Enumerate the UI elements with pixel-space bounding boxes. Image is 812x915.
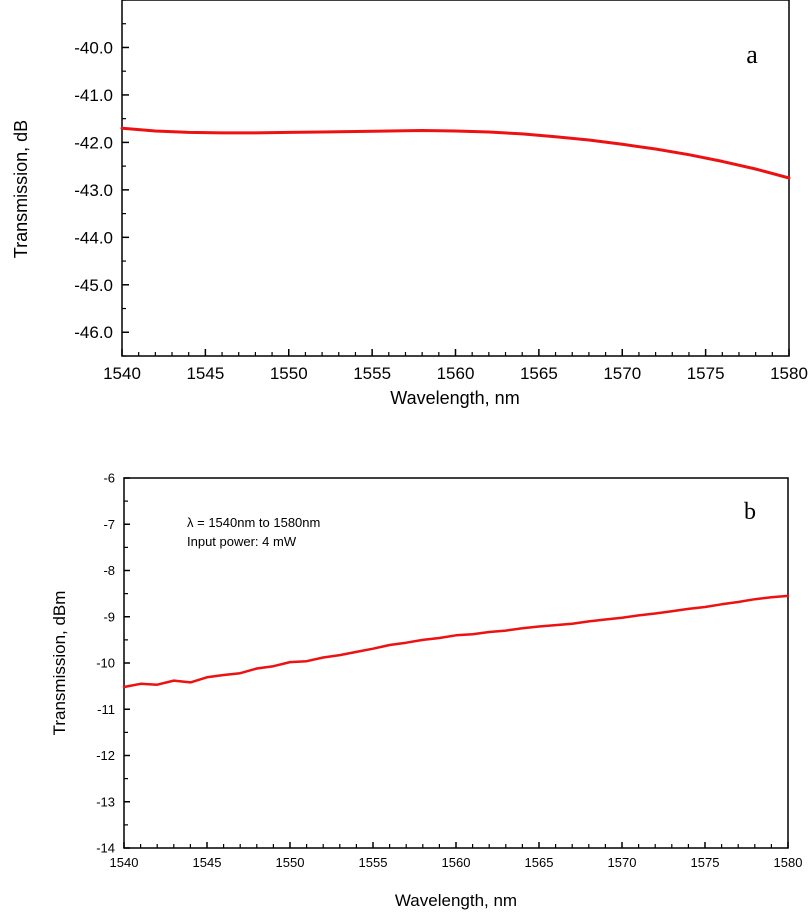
panel-a-y-ticks: -40.0 -41.0 -42.0 -43.0 -44.0 -45.0 -46.0 [74, 0, 129, 356]
panel-a-y-tick-label: -42.0 [74, 133, 113, 152]
panel-a-data-line [122, 128, 789, 178]
panel-a-x-axis-title: Wavelength, nm [390, 388, 519, 408]
panel-a-x-tick-label: 1565 [520, 364, 558, 383]
panel-a: a -40.0 -41.0 -42.0 -43.0 -44.0 -45.0 -46.0 15… [11, 0, 808, 408]
panel-b-x-ticks: 1540 1545 1550 1555 1560 1565 1570 1575 1580 [110, 842, 803, 870]
panel-b-y-tick-label: -14 [96, 841, 115, 856]
panel-a-x-tick-label: 1545 [186, 364, 224, 383]
panel-b-y-axis-title: Transmission, dBm [50, 591, 69, 736]
panel-b-x-tick-label: 1545 [193, 855, 222, 870]
panel-b-y-tick-label: -11 [97, 702, 115, 717]
panel-b-y-tick-label: -9 [103, 609, 115, 624]
panel-b-annotation-power: Input power: 4 mW [187, 534, 297, 549]
panel-a-x-tick-label: 1540 [103, 364, 141, 383]
panel-a-x-tick-label: 1575 [687, 364, 725, 383]
panel-a-plot-frame [122, 0, 789, 356]
panel-a-x-tick-label: 1555 [353, 364, 391, 383]
panel-b-y-ticks: -6 -7 -8 -9 -10 -11 -12 -13 -14 [96, 471, 130, 856]
panel-b-x-tick-label: 1580 [774, 855, 803, 870]
panel-a-x-ticks: 1540 1545 1550 1555 1560 1565 1570 1575 1580 [103, 349, 808, 383]
panel-a-label: a [746, 40, 758, 69]
panel-b-x-tick-label: 1570 [608, 855, 637, 870]
panel-a-y-tick-label: -41.0 [74, 86, 113, 105]
panel-b-x-tick-label: 1565 [525, 855, 554, 870]
panel-b-y-tick-label: -7 [103, 517, 115, 532]
panel-b-annotation-wavelength: λ = 1540nm to 1580nm [187, 515, 320, 530]
panel-a-y-tick-label: -40.0 [74, 38, 113, 57]
panel-b-label: b [744, 499, 756, 525]
panel-a-y-tick-label: -45.0 [74, 276, 113, 295]
panel-b-y-tick-label: -10 [96, 656, 115, 671]
panel-a-x-tick-label: 1550 [270, 364, 308, 383]
panel-b-y-tick-label: -12 [96, 748, 115, 763]
panel-b: b λ = 1540nm to 1580nm Input power: 4 mW… [50, 471, 802, 910]
panel-b-x-tick-label: 1575 [691, 855, 720, 870]
panel-a-x-tick-label: 1570 [603, 364, 641, 383]
panel-a-y-tick-label: -43.0 [74, 181, 113, 200]
panel-a-y-tick-label: -46.0 [74, 323, 113, 342]
panel-b-x-tick-label: 1555 [359, 855, 388, 870]
panel-a-x-tick-label: 1580 [770, 364, 808, 383]
panel-b-x-tick-label: 1540 [110, 855, 139, 870]
panel-b-y-tick-label: -13 [96, 794, 115, 809]
panel-b-x-axis-title: Wavelength, nm [395, 891, 517, 910]
panel-a-y-tick-label: -44.0 [74, 228, 113, 247]
panel-b-x-tick-label: 1560 [442, 855, 471, 870]
panel-a-y-axis-title: Transmission, dB [11, 120, 31, 258]
panel-b-y-tick-label: -8 [103, 563, 115, 578]
panel-a-x-tick-label: 1560 [437, 364, 475, 383]
panel-b-data-line [124, 596, 788, 687]
panel-b-x-tick-label: 1550 [276, 855, 305, 870]
panel-b-y-tick-label: -6 [103, 471, 115, 486]
